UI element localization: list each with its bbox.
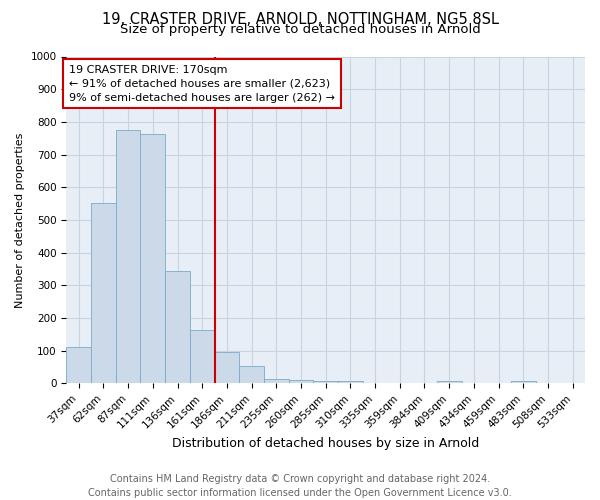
Y-axis label: Number of detached properties: Number of detached properties bbox=[15, 132, 25, 308]
Bar bbox=[190, 330, 215, 384]
X-axis label: Distribution of detached houses by size in Arnold: Distribution of detached houses by size … bbox=[172, 437, 479, 450]
Bar bbox=[116, 130, 140, 384]
Text: 19 CRASTER DRIVE: 170sqm
← 91% of detached houses are smaller (2,623)
9% of semi: 19 CRASTER DRIVE: 170sqm ← 91% of detach… bbox=[69, 64, 335, 102]
Bar bbox=[91, 202, 116, 384]
Bar bbox=[511, 381, 536, 384]
Bar bbox=[239, 366, 264, 384]
Bar bbox=[140, 134, 165, 384]
Bar bbox=[289, 380, 313, 384]
Text: Size of property relative to detached houses in Arnold: Size of property relative to detached ho… bbox=[119, 24, 481, 36]
Bar bbox=[264, 378, 289, 384]
Bar bbox=[338, 381, 363, 384]
Bar bbox=[67, 346, 91, 384]
Bar bbox=[165, 272, 190, 384]
Text: 19, CRASTER DRIVE, ARNOLD, NOTTINGHAM, NG5 8SL: 19, CRASTER DRIVE, ARNOLD, NOTTINGHAM, N… bbox=[101, 12, 499, 28]
Bar bbox=[437, 381, 461, 384]
Bar bbox=[215, 352, 239, 384]
Text: Contains HM Land Registry data © Crown copyright and database right 2024.
Contai: Contains HM Land Registry data © Crown c… bbox=[88, 474, 512, 498]
Bar bbox=[313, 381, 338, 384]
